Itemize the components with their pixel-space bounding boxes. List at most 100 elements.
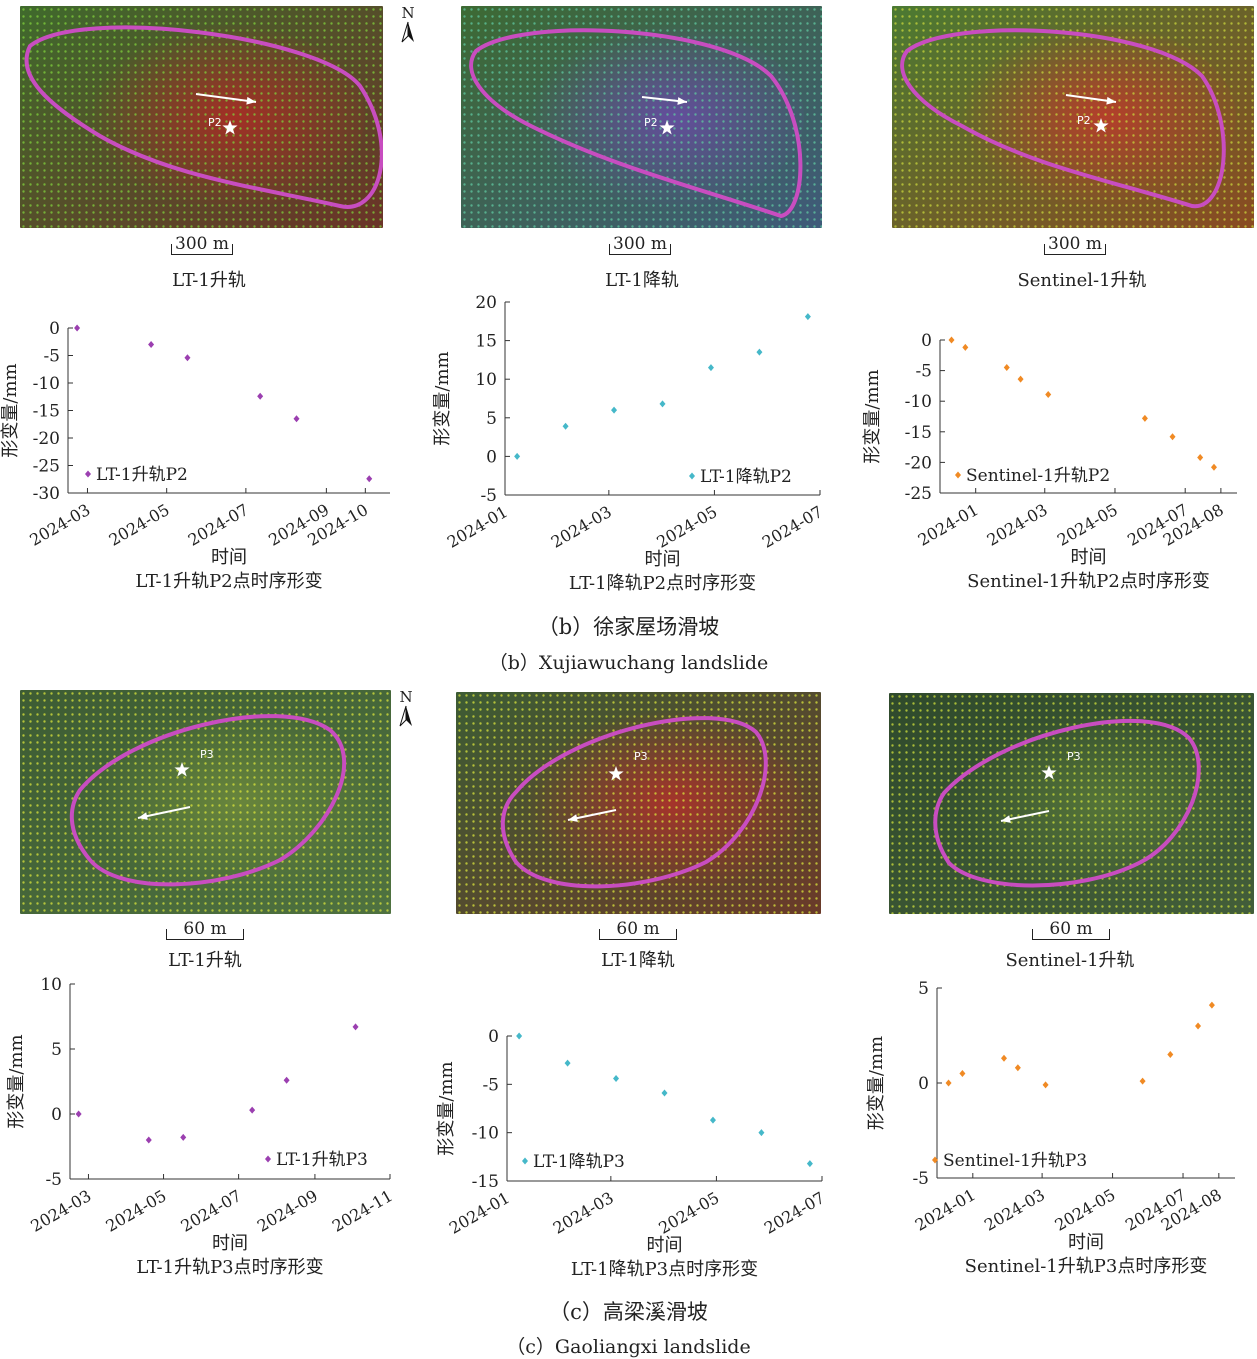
map-panel-lt1-desc-p2: P2 xyxy=(461,6,822,228)
map-panel-lt1-asc-p2: P2 xyxy=(20,6,383,228)
y-tick-label: -15 xyxy=(472,1172,499,1192)
legend-label: LT-1降轨P3 xyxy=(533,1152,625,1172)
y-axis-label: 形变量/mm xyxy=(0,363,21,457)
section-subtitle-c: （c）Gaoliangxi landslide xyxy=(0,1332,1257,1359)
x-tick-label: 2024-07 xyxy=(759,502,826,552)
panel-caption: Sentinel-1升轨 xyxy=(970,946,1170,972)
data-point xyxy=(708,364,714,371)
data-point xyxy=(758,1129,764,1136)
point-label: P3 xyxy=(200,748,214,761)
data-point xyxy=(74,325,80,332)
x-axis-label: 时间 xyxy=(211,547,247,568)
data-point xyxy=(1197,454,1203,461)
point-label: P2 xyxy=(644,116,658,129)
x-tick-label: 2024-03 xyxy=(548,502,615,552)
data-point xyxy=(662,1090,668,1097)
y-axis-label: 形变量/mm xyxy=(436,1061,457,1155)
data-point xyxy=(148,341,154,348)
map-panel-sentinel-asc-p2: P2 xyxy=(892,6,1254,228)
legend-marker xyxy=(265,1156,271,1163)
scale-bar: 300 m xyxy=(609,234,671,254)
x-tick-label: 2024-01 xyxy=(912,1185,979,1235)
panel-caption: LT-1降轨 xyxy=(538,946,738,972)
data-point xyxy=(1140,1078,1146,1085)
x-tick-label: 2024-05 xyxy=(102,1186,169,1236)
y-tick-label: -5 xyxy=(482,1075,499,1095)
y-tick-label: -10 xyxy=(472,1124,499,1144)
map-panel-lt1-asc-p3: P3 xyxy=(20,690,391,914)
y-tick-label: 15 xyxy=(475,332,497,352)
map-panel-sentinel-asc-p3: P3 xyxy=(889,693,1254,914)
y-tick-label: 0 xyxy=(488,1027,499,1047)
data-point xyxy=(756,349,762,356)
data-point xyxy=(1045,391,1051,398)
data-point xyxy=(565,1060,571,1067)
data-point xyxy=(516,1033,522,1040)
data-point xyxy=(1211,464,1217,471)
data-point xyxy=(284,1077,290,1084)
legend-marker xyxy=(955,472,961,479)
data-point xyxy=(807,1160,813,1167)
y-tick-label: -5 xyxy=(915,362,932,382)
legend-marker xyxy=(689,473,695,480)
chart-title: Sentinel-1升轨P2点时序形变 xyxy=(967,571,1210,592)
y-tick-label: 0 xyxy=(918,1074,929,1094)
y-tick-label: 5 xyxy=(918,979,929,999)
chart-lt1-desc-p2: 20 15 10 5 0 -5 2024-01 2024-03 2024-05 2024-07 形变… xyxy=(430,290,840,600)
x-axis-label: 时间 xyxy=(645,549,681,570)
section-title-b: （b）徐家屋场滑坡 xyxy=(0,611,1257,641)
y-tick-label: -5 xyxy=(480,486,497,506)
chart-title: LT-1降轨P3点时序形变 xyxy=(571,1259,758,1280)
x-tick-label: 2024-03 xyxy=(26,500,93,550)
x-tick-label: 2024-05 xyxy=(653,502,720,552)
x-tick-label: 2024-07 xyxy=(761,1188,828,1238)
y-tick-label: -5 xyxy=(912,1169,929,1189)
legend-label: Sentinel-1升轨P3 xyxy=(943,1151,1087,1171)
chart-lt1-desc-p3: 0 -5 -10 -15 2024-01 2024-03 2024-05 2024-07 形变量… xyxy=(430,1026,840,1286)
data-point xyxy=(946,1080,952,1087)
x-tick-label: 2024-07 xyxy=(185,500,252,550)
scale-bar: 60 m xyxy=(1032,919,1110,939)
data-point xyxy=(660,400,666,407)
x-tick-label: 2024-01 xyxy=(444,502,511,552)
x-tick-label: 2024-03 xyxy=(550,1188,617,1238)
y-tick-label: -5 xyxy=(45,1170,62,1190)
y-axis-label: 形变量/mm xyxy=(866,1036,887,1130)
data-point xyxy=(1018,376,1024,383)
panel-caption: LT-1降轨 xyxy=(542,266,742,292)
chart-lt1-asc-p3: 10 5 0 -5 2024-03 2024-05 2024-07 2024-09 2024-1… xyxy=(0,974,410,1284)
section-subtitle-b: （b）Xujiawuchang landslide xyxy=(0,648,1257,675)
scale-bar: 300 m xyxy=(1044,234,1106,254)
data-point xyxy=(514,453,520,460)
y-tick-label: 5 xyxy=(486,409,497,429)
data-point xyxy=(1170,433,1176,440)
y-tick-label: -20 xyxy=(905,453,932,473)
data-point xyxy=(146,1137,152,1144)
y-tick-label: -5 xyxy=(43,347,60,367)
y-axis-label: 形变量/mm xyxy=(862,369,883,463)
data-point xyxy=(611,407,617,414)
x-tick-label: 2024-03 xyxy=(27,1186,94,1236)
x-axis-label: 时间 xyxy=(212,1233,248,1254)
x-tick-label: 2024-05 xyxy=(1054,500,1121,550)
data-point xyxy=(613,1075,619,1082)
legend-marker xyxy=(522,1158,528,1165)
y-tick-label: 20 xyxy=(475,293,497,313)
y-tick-label: 5 xyxy=(51,1040,62,1060)
data-point xyxy=(959,1070,965,1077)
x-tick-label: 2024-01 xyxy=(446,1188,513,1238)
chart-title: LT-1降轨P2点时序形变 xyxy=(569,573,756,594)
data-point xyxy=(1015,1064,1021,1071)
y-axis-label: 形变量/mm xyxy=(432,351,453,445)
data-point xyxy=(1167,1051,1173,1058)
y-tick-label: -25 xyxy=(33,457,60,477)
x-tick-label: 2024-05 xyxy=(1051,1185,1118,1235)
legend-marker xyxy=(85,471,91,478)
data-point xyxy=(257,393,263,400)
x-axis-label: 时间 xyxy=(1068,1232,1104,1253)
x-tick-label: 2024-11 xyxy=(329,1186,396,1236)
chart-sentinel-asc-p2: 0 -5 -10 -15 -20 -25 2024-01 2024-03 2024-05 2024… xyxy=(860,298,1257,598)
data-point xyxy=(1209,1002,1215,1009)
north-arrow-icon: N xyxy=(398,6,418,48)
y-tick-label: 10 xyxy=(475,370,497,390)
